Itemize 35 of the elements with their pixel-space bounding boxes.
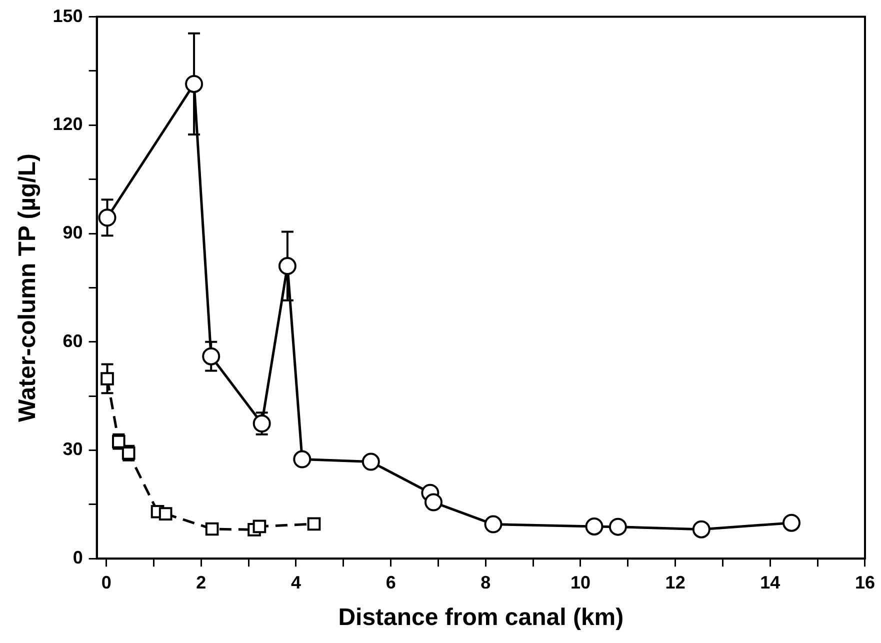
y-axis-title: Water-column TP (µg/L) <box>14 153 42 422</box>
point <box>158 507 172 520</box>
point <box>252 520 266 534</box>
x-tick-label: 8 <box>480 572 491 592</box>
point <box>484 515 502 534</box>
point <box>252 414 271 433</box>
y-tick-label: 30 <box>62 439 83 460</box>
y-tick-label: 60 <box>62 330 83 351</box>
point <box>307 517 321 531</box>
x-tick-label: 12 <box>665 572 686 592</box>
point <box>608 518 627 536</box>
point <box>692 520 710 538</box>
y-tick-label: 90 <box>62 222 83 242</box>
y-tick-label: 120 <box>52 114 83 134</box>
y-tick-label: 0 <box>72 548 83 568</box>
x-axis-title: Distance from canal (km) <box>338 604 624 632</box>
x-tick-label: 6 <box>386 572 396 592</box>
point <box>782 514 800 532</box>
point <box>98 208 116 227</box>
point <box>185 74 204 93</box>
point <box>362 452 380 471</box>
point <box>424 493 442 512</box>
point <box>585 517 604 536</box>
x-tick-label: 4 <box>290 572 301 592</box>
point <box>278 257 296 276</box>
y-tick-label: 150 <box>52 6 83 26</box>
x-tick-label: 16 <box>854 572 876 592</box>
point <box>205 522 219 536</box>
point <box>202 347 220 366</box>
x-tick-label: 14 <box>760 572 780 592</box>
x-tick-label: 0 <box>101 572 112 592</box>
x-tick-label: 10 <box>570 572 590 592</box>
point <box>100 372 114 386</box>
x-tick-label: 2 <box>196 572 206 592</box>
point <box>293 450 312 468</box>
